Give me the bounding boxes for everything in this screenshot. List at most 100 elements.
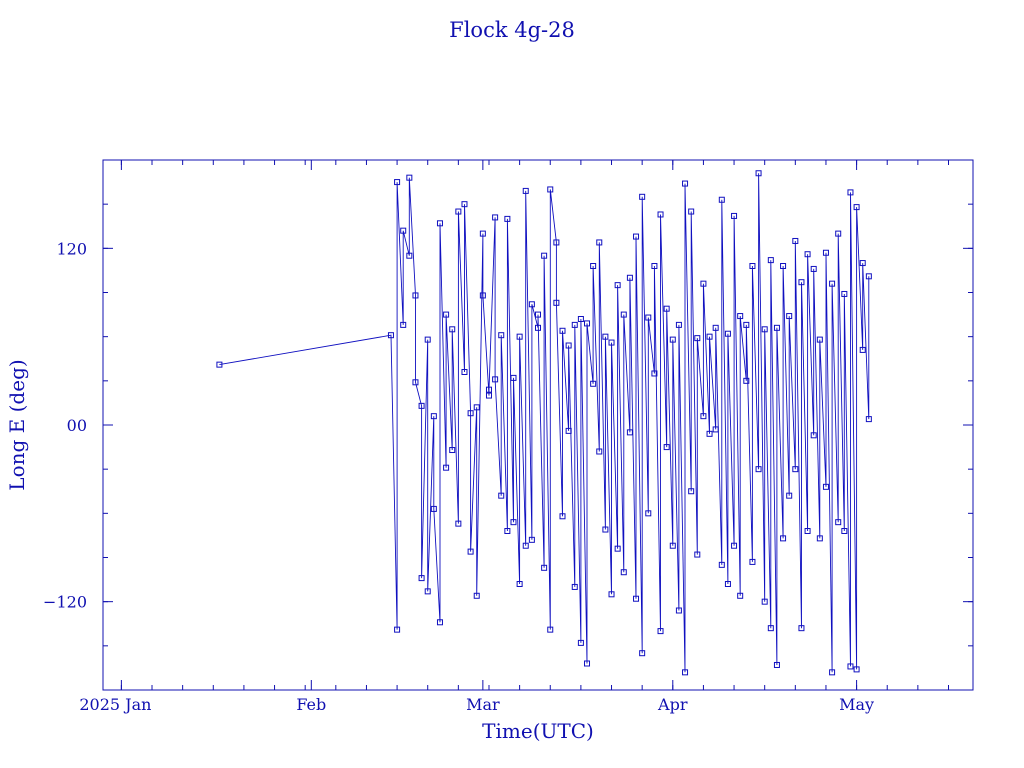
data-point xyxy=(822,249,829,256)
data-point xyxy=(743,321,750,328)
data-point xyxy=(731,212,738,219)
series-layer xyxy=(216,170,872,676)
data-point xyxy=(571,321,578,328)
data-point xyxy=(547,626,554,633)
data-point xyxy=(620,569,627,576)
data-point xyxy=(559,513,566,520)
data-point xyxy=(724,330,731,337)
data-point xyxy=(565,427,572,434)
x-tick-label: 2025 Jan xyxy=(79,695,151,714)
data-point xyxy=(492,214,499,221)
data-point xyxy=(522,187,529,194)
data-point xyxy=(663,444,670,451)
data-point xyxy=(449,326,456,333)
data-point xyxy=(639,650,646,657)
data-point xyxy=(835,519,842,526)
data-point xyxy=(449,447,456,454)
data-point xyxy=(633,595,640,602)
data-point xyxy=(853,666,860,673)
data-point xyxy=(387,332,394,339)
data-point xyxy=(798,625,805,632)
data-point xyxy=(216,361,223,368)
data-point xyxy=(847,189,854,196)
data-point xyxy=(577,316,584,322)
data-point xyxy=(418,402,425,409)
data-point xyxy=(596,239,603,246)
data-point xyxy=(737,313,744,320)
data-point xyxy=(412,379,419,386)
data-point xyxy=(798,279,805,286)
data-point xyxy=(669,542,676,549)
data-point xyxy=(559,327,566,334)
data-point xyxy=(571,583,578,590)
data-point xyxy=(657,628,664,635)
data-point xyxy=(657,211,664,218)
data-point xyxy=(767,257,774,264)
data-point xyxy=(675,321,682,328)
data-point xyxy=(841,528,848,534)
data-point xyxy=(835,230,842,237)
data-point xyxy=(651,370,658,377)
data-point xyxy=(590,263,597,269)
data-point xyxy=(473,404,480,411)
data-point xyxy=(430,413,437,420)
data-point xyxy=(749,558,756,565)
data-point xyxy=(535,311,541,318)
data-point xyxy=(859,260,866,267)
data-point xyxy=(694,335,701,342)
data-point xyxy=(865,416,872,423)
data-point xyxy=(455,520,462,527)
data-point xyxy=(724,581,731,587)
y-axis-label: Long E (deg) xyxy=(5,359,29,490)
data-point xyxy=(528,536,535,543)
data-point xyxy=(498,332,505,339)
data-point xyxy=(749,263,756,269)
data-point xyxy=(847,663,854,670)
data-point xyxy=(773,661,780,668)
data-point xyxy=(712,324,719,331)
data-point xyxy=(761,598,768,605)
data-point xyxy=(614,545,621,552)
data-point xyxy=(528,301,535,308)
data-point xyxy=(614,282,621,289)
data-point xyxy=(394,626,401,633)
data-point xyxy=(780,263,787,269)
data-point xyxy=(516,333,523,340)
x-tick-label: Mar xyxy=(466,695,500,714)
data-point xyxy=(485,392,492,399)
x-axis-label: Time(UTC) xyxy=(482,719,594,743)
data-point xyxy=(700,413,707,420)
data-point xyxy=(810,265,817,272)
chart-title: Flock 4g-28 xyxy=(449,18,575,42)
data-point xyxy=(504,215,511,222)
data-point xyxy=(780,535,787,542)
data-point xyxy=(645,510,652,517)
y-tick-label: −120 xyxy=(43,593,87,612)
data-point xyxy=(700,280,707,287)
data-point xyxy=(816,336,823,343)
data-point xyxy=(633,233,640,240)
data-point xyxy=(688,488,695,495)
data-point xyxy=(737,592,744,599)
axes-layer: 2025 Jan Feb Mar Apr May −120 00 120 xyxy=(43,160,973,714)
data-point xyxy=(829,280,836,287)
data-point xyxy=(853,204,860,211)
data-point xyxy=(467,548,474,555)
data-point xyxy=(755,466,762,473)
data-point xyxy=(816,535,823,542)
data-point xyxy=(743,377,750,384)
data-point xyxy=(443,311,450,318)
y-tick-label: 120 xyxy=(56,239,87,258)
data-point xyxy=(443,464,450,471)
data-point xyxy=(485,386,492,393)
data-point xyxy=(461,201,468,208)
data-point xyxy=(436,619,443,626)
data-point xyxy=(479,292,486,299)
data-point xyxy=(596,448,603,455)
data-point xyxy=(694,551,701,558)
data-point xyxy=(731,542,738,549)
data-point xyxy=(786,313,793,320)
data-point xyxy=(424,336,431,343)
data-point xyxy=(639,193,646,200)
